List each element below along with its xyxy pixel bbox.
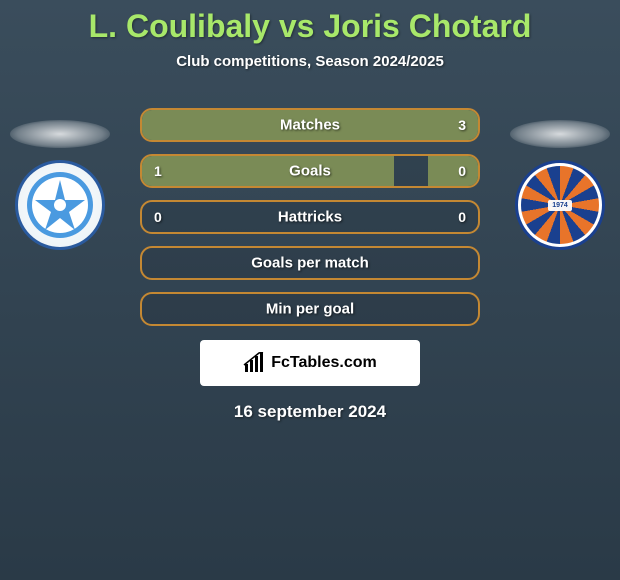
- stat-label: Goals: [289, 163, 331, 180]
- montpellier-year: 1974: [548, 200, 572, 211]
- comparison-title: L. Coulibaly vs Joris Chotard: [0, 0, 620, 45]
- montpellier-crest-icon: 1974: [521, 166, 599, 244]
- stat-value-right: 0: [458, 163, 466, 179]
- stat-row-min-per-goal: Min per goal: [140, 292, 480, 326]
- stat-label: Goals per match: [251, 255, 369, 272]
- player-left-avatar: [10, 120, 110, 250]
- comparison-subtitle: Club competitions, Season 2024/2025: [0, 53, 620, 70]
- stat-value-left: 1: [154, 163, 162, 179]
- avatar-shadow-right: [510, 120, 610, 148]
- stat-row-matches: Matches 3: [140, 108, 480, 142]
- comparison-date: 16 september 2024: [0, 402, 620, 422]
- stat-label: Min per goal: [266, 301, 354, 318]
- auxerre-crest-icon: [25, 170, 95, 240]
- stat-label: Matches: [280, 117, 340, 134]
- stat-fill-right: [428, 156, 478, 186]
- stat-value-right: 3: [458, 117, 466, 133]
- stats-container: Matches 3 1 Goals 0 0 Hattricks 0 Goals …: [140, 108, 480, 326]
- stat-fill-left: [142, 156, 394, 186]
- avatar-shadow-left: [10, 120, 110, 148]
- stat-label: Hattricks: [278, 209, 342, 226]
- stat-value-left: 0: [154, 209, 162, 225]
- fctables-watermark[interactable]: FcTables.com: [200, 340, 420, 386]
- stat-row-goals-per-match: Goals per match: [140, 246, 480, 280]
- club-badge-auxerre: [15, 160, 105, 250]
- bar-chart-icon: [243, 352, 265, 374]
- stat-row-goals: 1 Goals 0: [140, 154, 480, 188]
- stat-value-right: 0: [458, 209, 466, 225]
- stat-row-hattricks: 0 Hattricks 0: [140, 200, 480, 234]
- club-badge-montpellier: 1974: [515, 160, 605, 250]
- fctables-label: FcTables.com: [271, 354, 377, 372]
- player-right-avatar: 1974: [510, 120, 610, 250]
